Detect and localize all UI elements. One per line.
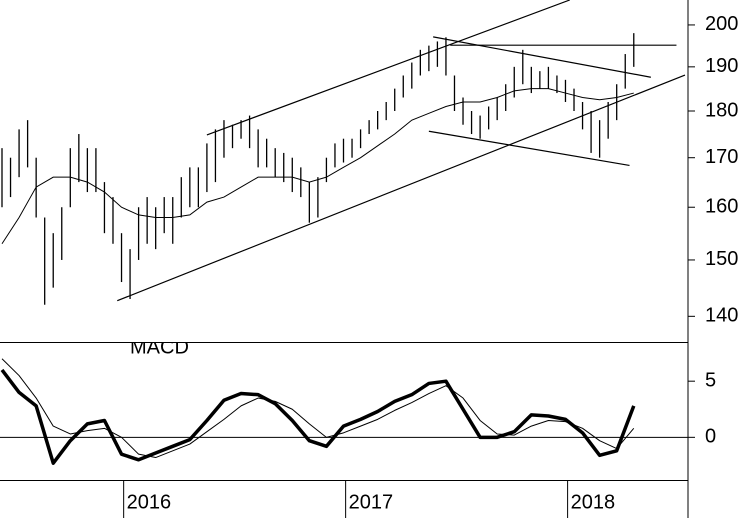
x-tick-label: 2017 [349,491,394,513]
y-tick-label: 160 [705,196,738,218]
macd-line [0,368,636,465]
macd-panel: MACD [0,336,688,465]
y-tick-label: 190 [705,55,738,77]
y-tick-label: 140 [705,305,738,327]
x-tick-label: 2016 [127,491,172,513]
panel-title: MACD [130,336,189,358]
trendline [206,0,570,136]
price-panel [1,0,686,305]
x-tick-label: 2018 [571,491,616,513]
y-tick-label: 150 [705,248,738,270]
y-tick-label: 0 [705,426,716,448]
y-tick-label: 200 [705,13,738,35]
trendline [433,36,651,78]
y-tick-label: 180 [705,99,738,121]
y-tick-label: 5 [705,369,716,391]
trendline [117,74,686,302]
trendline [428,130,630,167]
y-tick-label: 170 [705,146,738,168]
macd-line [1,358,635,459]
